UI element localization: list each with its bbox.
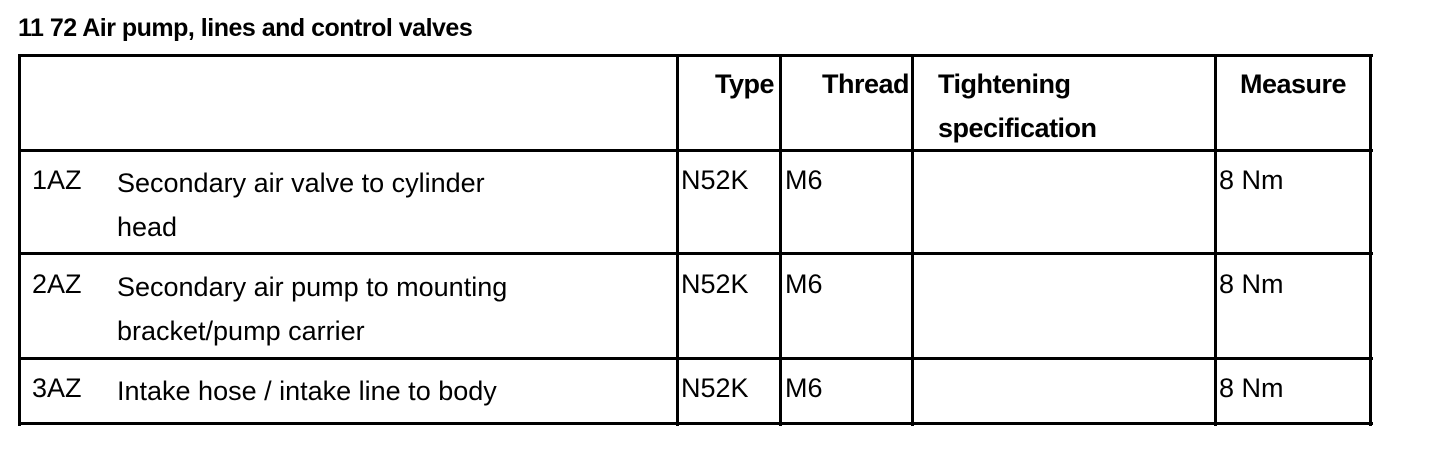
column-divider: [779, 55, 782, 426]
row-description: Intake hose / intake line to body: [117, 376, 497, 406]
row-measure: 8 Nm: [1219, 269, 1284, 299]
header-tightening-2: specification: [938, 113, 1097, 143]
row-description-cont: bracket/pump carrier: [117, 316, 365, 346]
row-measure: 8 Nm: [1219, 165, 1284, 195]
row-description-cont: head: [117, 212, 178, 242]
row-type: N52K: [681, 269, 749, 299]
header-tightening-1: Tightening: [938, 69, 1071, 99]
row-thread: M6: [785, 165, 823, 195]
header-measure: Measure: [1240, 69, 1347, 99]
row-divider: [18, 252, 1373, 255]
row-thread: M6: [785, 373, 823, 403]
row-description: Secondary air pump to mounting: [117, 272, 508, 302]
row-id: 1AZ: [32, 165, 82, 195]
row-measure: 8 Nm: [1219, 373, 1284, 403]
column-divider: [676, 55, 679, 426]
column-divider: [1214, 55, 1217, 426]
row-type: N52K: [681, 165, 749, 195]
header-thread: Thread: [821, 69, 910, 99]
column-divider: [18, 55, 21, 426]
column-divider: [911, 55, 914, 426]
row-divider: [18, 357, 1373, 360]
row-description: Secondary air valve to cylinder: [117, 168, 485, 198]
row-id: 3AZ: [32, 373, 82, 403]
table-border-bottom: [18, 422, 1373, 425]
section-title: 11 72 Air pump, lines and control valves: [18, 14, 473, 42]
column-divider: [1369, 55, 1372, 426]
row-id: 2AZ: [32, 269, 82, 299]
table-border-top: [18, 54, 1373, 57]
row-thread: M6: [785, 269, 823, 299]
header-type: Type: [714, 69, 775, 99]
row-type: N52K: [681, 373, 749, 403]
row-divider: [18, 149, 1373, 152]
